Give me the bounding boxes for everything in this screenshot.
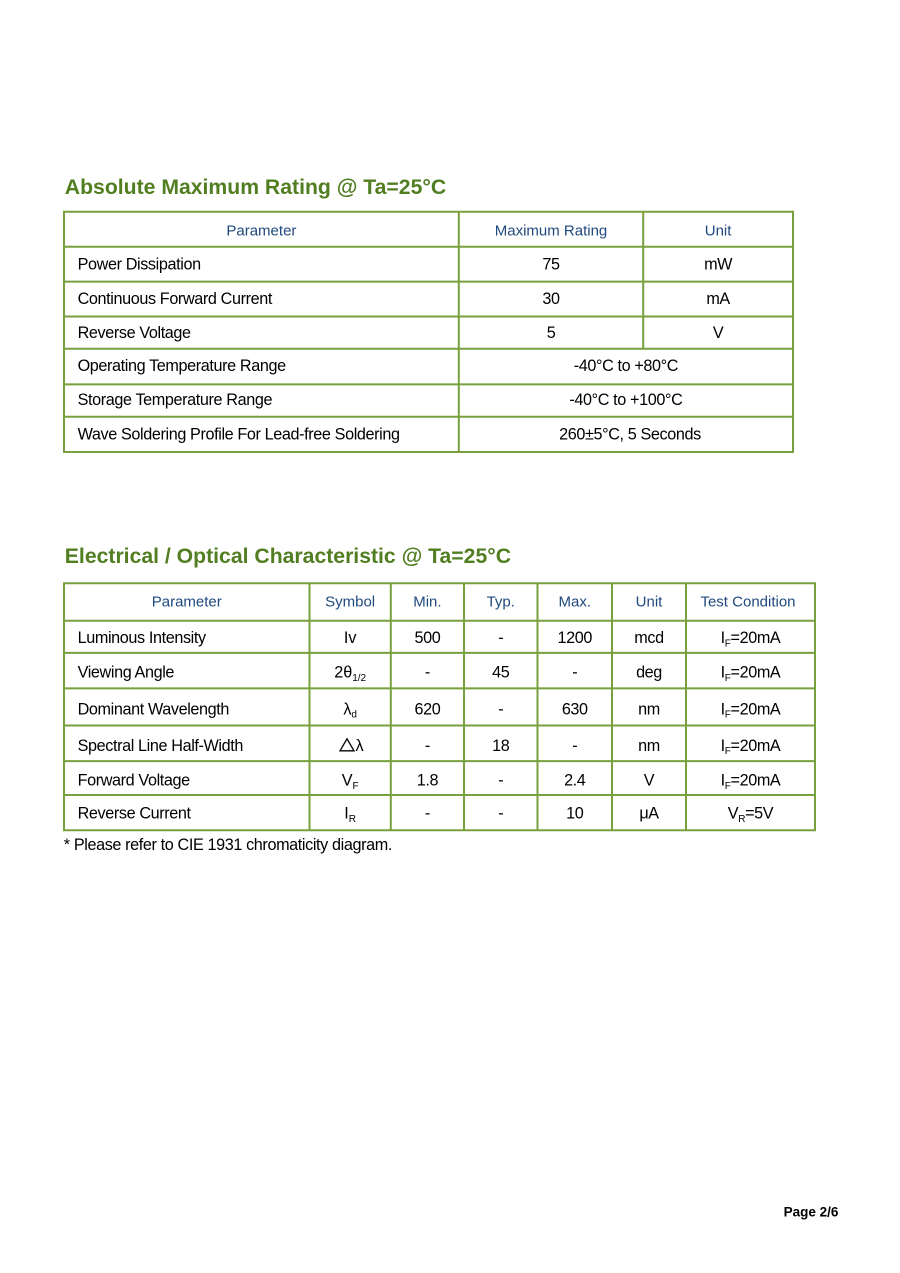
svg-text:-: - bbox=[498, 772, 503, 790]
svg-text:mA: mA bbox=[706, 290, 730, 308]
svg-text:Absolute Maximum Rating @ Ta=2: Absolute Maximum Rating @ Ta=25°C bbox=[65, 176, 446, 199]
svg-text:Unit: Unit bbox=[636, 593, 664, 610]
svg-text:-: - bbox=[425, 805, 430, 823]
svg-text:-: - bbox=[498, 700, 503, 718]
svg-text:Min.: Min. bbox=[413, 593, 441, 610]
svg-text:-40°C to +100°C: -40°C to +100°C bbox=[569, 391, 683, 409]
svg-text:Spectral Line Half-Width: Spectral Line Half-Width bbox=[78, 737, 243, 755]
svg-text:Luminous Intensity: Luminous Intensity bbox=[78, 629, 207, 647]
svg-text:Parameter: Parameter bbox=[152, 593, 222, 610]
svg-text:mW: mW bbox=[704, 255, 733, 273]
svg-text:mcd: mcd bbox=[634, 629, 663, 647]
svg-text:Reverse Voltage: Reverse Voltage bbox=[78, 324, 191, 342]
svg-text:2.4: 2.4 bbox=[564, 772, 586, 790]
svg-text:5: 5 bbox=[547, 324, 556, 342]
svg-text:Test Condition: Test Condition bbox=[700, 593, 795, 610]
svg-text:λ: λ bbox=[356, 737, 364, 755]
svg-text:-40°C to +80°C: -40°C to +80°C bbox=[574, 357, 679, 375]
svg-text:Parameter: Parameter bbox=[226, 222, 296, 239]
svg-text:deg: deg bbox=[636, 664, 662, 682]
svg-text:Symbol: Symbol bbox=[325, 593, 375, 610]
svg-text:Electrical / Optical Character: Electrical / Optical Characteristic @ Ta… bbox=[65, 545, 511, 568]
svg-text:IF​=20mA: IF​=20mA bbox=[721, 664, 781, 684]
svg-text:-: - bbox=[425, 664, 430, 682]
svg-text:Forward Voltage: Forward Voltage bbox=[78, 772, 191, 790]
svg-text:Maximum Rating: Maximum Rating bbox=[495, 222, 608, 239]
svg-text:Operating Temperature Range: Operating Temperature Range bbox=[78, 357, 286, 375]
svg-text:45: 45 bbox=[492, 664, 510, 682]
svg-text:-: - bbox=[498, 805, 503, 823]
svg-text:Viewing Angle: Viewing Angle bbox=[78, 664, 175, 682]
svg-text:1200: 1200 bbox=[558, 629, 593, 647]
svg-text:Max.: Max. bbox=[558, 593, 591, 610]
svg-text:Typ.: Typ. bbox=[487, 593, 515, 610]
svg-text:-: - bbox=[572, 737, 577, 755]
svg-text:Page 2/6: Page 2/6 bbox=[784, 1204, 839, 1219]
svg-text:Iv: Iv bbox=[344, 629, 357, 647]
svg-text:V: V bbox=[644, 772, 655, 790]
svg-text:260±5°C, 5 Seconds: 260±5°C, 5 Seconds bbox=[559, 425, 701, 443]
svg-text:Power Dissipation: Power Dissipation bbox=[78, 255, 201, 273]
svg-text:1.8: 1.8 bbox=[417, 772, 439, 790]
svg-text:620: 620 bbox=[414, 700, 440, 718]
svg-text:18: 18 bbox=[492, 737, 510, 755]
svg-text:630: 630 bbox=[562, 700, 588, 718]
svg-text:IF​=20mA: IF​=20mA bbox=[721, 772, 781, 792]
svg-text:-: - bbox=[425, 737, 430, 755]
svg-text:V: V bbox=[713, 324, 724, 342]
svg-text:75: 75 bbox=[542, 255, 560, 273]
svg-text:IF​=20mA: IF​=20mA bbox=[721, 700, 781, 720]
svg-text:Dominant Wavelength: Dominant Wavelength bbox=[78, 700, 229, 718]
svg-text:-: - bbox=[572, 664, 577, 682]
svg-text:IR​: IR​ bbox=[344, 805, 356, 825]
svg-text:-: - bbox=[498, 629, 503, 647]
svg-text:μA: μA bbox=[639, 805, 659, 823]
svg-text:IF​=20mA: IF​=20mA bbox=[721, 737, 781, 757]
svg-text:nm: nm bbox=[638, 700, 660, 718]
svg-text:* Please refer to CIE 1931 chr: * Please refer to CIE 1931 chromaticity … bbox=[64, 836, 392, 854]
svg-text:Wave Soldering Profile For Lea: Wave Soldering Profile For Lead-free Sol… bbox=[78, 425, 400, 443]
svg-text:Continuous Forward Current: Continuous Forward Current bbox=[78, 290, 273, 308]
svg-text:10: 10 bbox=[566, 805, 584, 823]
svg-text:Unit: Unit bbox=[705, 222, 733, 239]
svg-text:30: 30 bbox=[542, 290, 560, 308]
svg-text:VR​=5V: VR​=5V bbox=[728, 805, 774, 825]
svg-text:IF​=20mA: IF​=20mA bbox=[721, 629, 781, 649]
svg-text:Reverse Current: Reverse Current bbox=[78, 805, 192, 823]
svg-text:Storage Temperature Range: Storage Temperature Range bbox=[78, 391, 273, 409]
svg-text:500: 500 bbox=[414, 629, 440, 647]
svg-text:nm: nm bbox=[638, 737, 660, 755]
